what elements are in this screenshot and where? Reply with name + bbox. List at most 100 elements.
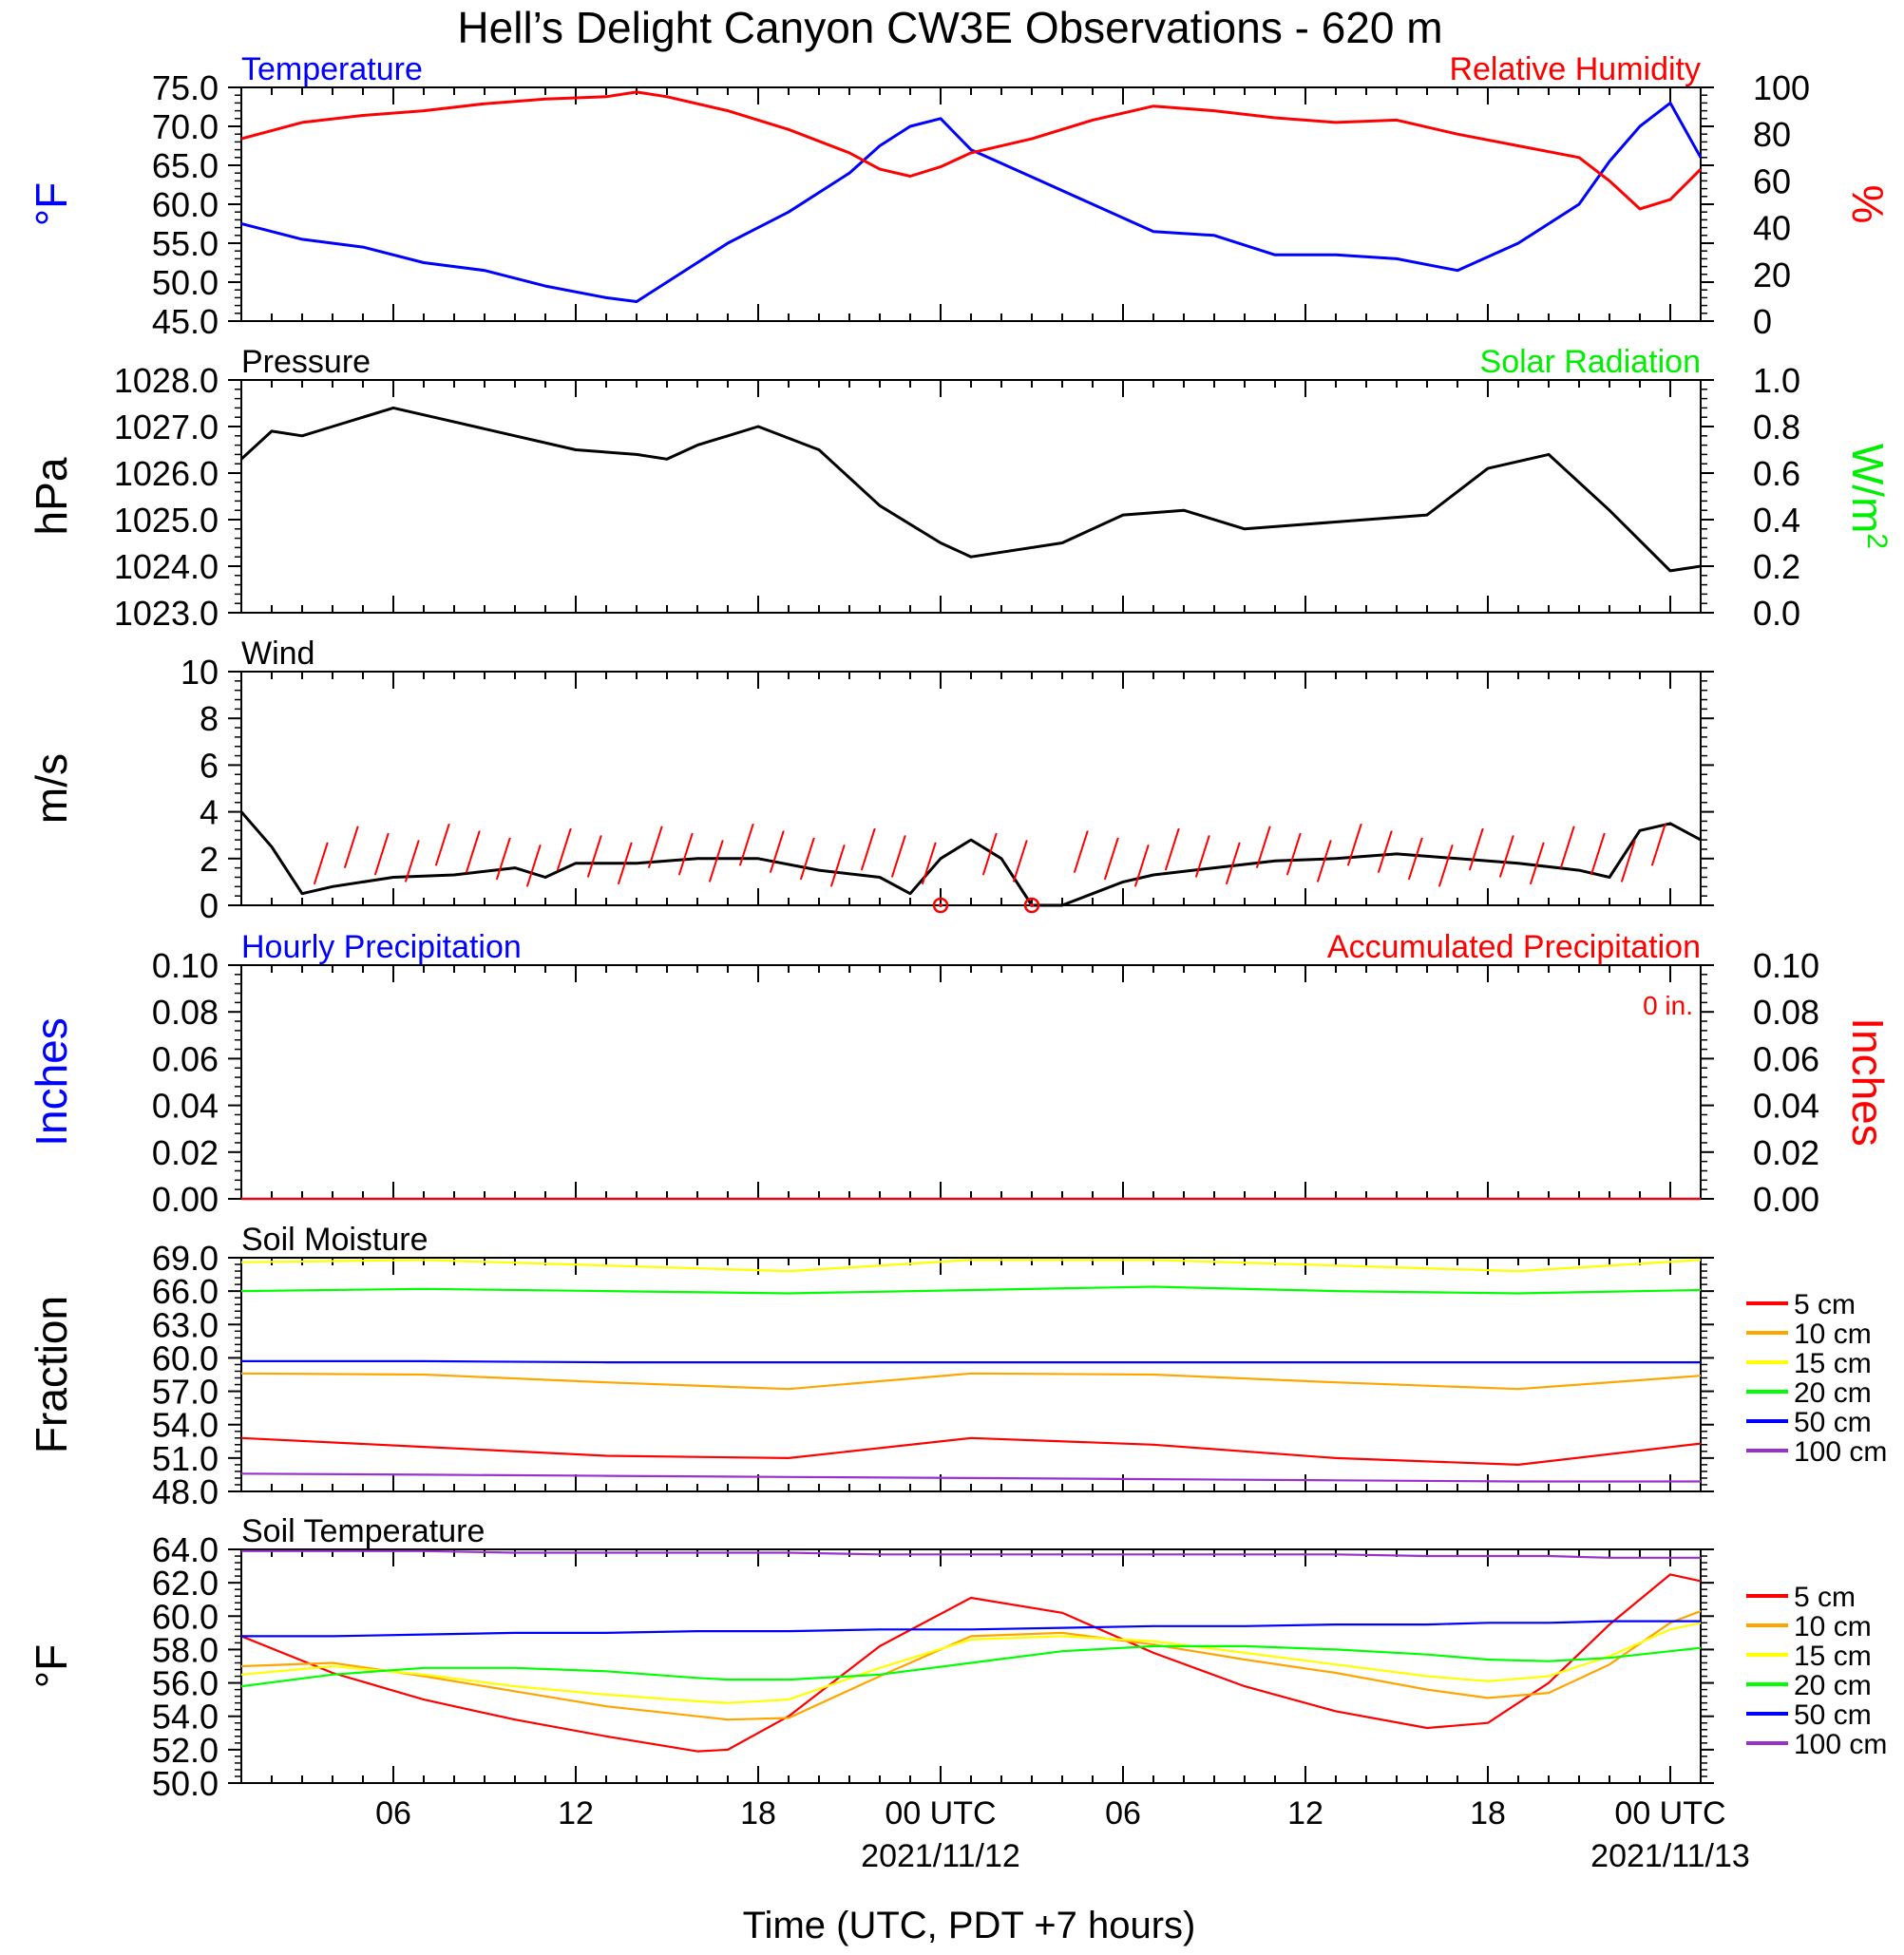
x-tick-label: 00 UTC (1614, 1795, 1725, 1832)
y-right-tick-label: 0.6 (1753, 454, 1800, 493)
y-tick-label: 0.02 (152, 1133, 219, 1172)
y-axis-label-right: % (1843, 185, 1893, 224)
y-tick-label: 51.0 (152, 1439, 219, 1478)
y-axis-label-right: Inches (1843, 1017, 1893, 1147)
x-date-label: 2021/11/13 (1590, 1838, 1750, 1874)
series-line-wind (239, 810, 1702, 907)
y-tick-label: 0.08 (152, 993, 219, 1032)
series-line-temperature (240, 101, 1703, 303)
y-tick-label: 66.0 (152, 1272, 219, 1311)
y-tick-label: 1027.0 (114, 408, 219, 446)
panel-title-left: Soil Temperature (241, 1513, 485, 1549)
y-right-tick-label: 0.02 (1753, 1133, 1819, 1172)
y-tick-label: 50.0 (152, 1764, 219, 1803)
wind-barb (1346, 823, 1362, 866)
wind-barb (1073, 830, 1089, 873)
y-right-tick-label: 0 (1753, 302, 1772, 341)
series-line-5-cm (240, 1573, 1702, 1753)
panel-title-left: Pressure (241, 344, 371, 380)
wind-barb (1285, 832, 1302, 876)
wind-barb (1529, 842, 1545, 885)
wind-barb (556, 827, 572, 871)
wind-barb (799, 837, 815, 881)
y-tick-label: 60.0 (152, 1597, 219, 1636)
x-axis-label: Time (UTC, PDT +7 hours) (743, 1905, 1196, 1946)
y-tick-label: 70.0 (152, 107, 219, 146)
y-tick-label: 0 (200, 886, 219, 925)
y-right-tick-label: 0.06 (1753, 1039, 1819, 1078)
wind-barb (1164, 827, 1180, 871)
x-tick-label: 06 (375, 1795, 411, 1832)
wind-barb (313, 842, 329, 885)
y-axis-label: Fraction (27, 1296, 76, 1453)
wind-barb (404, 840, 420, 883)
wind-barb (525, 845, 542, 887)
figure-title: Hell’s Delight Canyon CW3E Observations … (457, 3, 1442, 52)
y-tick-label: 0.00 (152, 1180, 219, 1219)
y-right-tick-label: 1.0 (1753, 361, 1800, 400)
legend-label: 50 cm (1794, 1699, 1872, 1731)
y-tick-label: 1028.0 (114, 361, 219, 400)
y-tick-label: 57.0 (152, 1373, 219, 1412)
y-tick-label: 6 (200, 746, 219, 785)
panel-5: 69.066.063.060.057.054.051.048.0 Soil Moi… (27, 1222, 1887, 1511)
wind-barb (434, 823, 450, 866)
x-tick-label: 06 (1105, 1795, 1141, 1832)
x-tick-label: 18 (1470, 1795, 1506, 1832)
legend-label: 20 cm (1794, 1377, 1872, 1409)
wind-barb (1133, 845, 1150, 887)
panel-title-left: Temperature (241, 51, 423, 87)
wind-barb (647, 826, 663, 868)
y-tick-label: 55.0 (152, 224, 219, 263)
calm-wind-marker (932, 897, 949, 914)
x-tick-label: 18 (740, 1795, 776, 1832)
wind-barb (1407, 837, 1423, 881)
y-right-tick-label: 100 (1753, 68, 1810, 107)
legend-label: 10 cm (1794, 1611, 1872, 1642)
wind-barb (677, 832, 694, 876)
wind-barb (1468, 827, 1484, 871)
wind-barb (1559, 826, 1575, 868)
wind-barb (465, 830, 481, 873)
panel-4: 0.10 0.08 0.06 0.04 0.02 0.00 0.10 0.08 0.06 0.04… (27, 929, 1893, 1219)
y-tick-label: 63.0 (152, 1305, 219, 1344)
accumulation-annotation: 0 in. (1643, 991, 1693, 1020)
y-right-tick-label: 0.10 (1753, 946, 1819, 985)
y-axis-label: Inches (27, 1017, 76, 1147)
y-axis-label: hPa (27, 457, 76, 535)
y-tick-label: 0.10 (152, 946, 219, 985)
wind-barb (1255, 826, 1271, 868)
wind-barb (1012, 840, 1028, 883)
x-tick-label: 12 (1287, 1795, 1323, 1832)
series-line-relative-humidity (240, 90, 1703, 211)
legend-label: 5 cm (1794, 1289, 1856, 1320)
y-axis-label: °F (27, 1644, 76, 1689)
calm-wind-marker-center (939, 903, 942, 907)
wind-barb (921, 842, 937, 885)
wind-barb (1194, 835, 1210, 878)
legend-label: 100 cm (1794, 1729, 1887, 1760)
series-line-50-cm (241, 1359, 1701, 1364)
y-right-tick-label: 0.08 (1753, 993, 1819, 1032)
y-right-tick-label: 60 (1753, 161, 1791, 200)
y-tick-label: 1023.0 (114, 594, 219, 633)
y-tick-label: 56.0 (152, 1664, 219, 1703)
wind-barb (1225, 842, 1241, 885)
y-tick-label: 60.0 (152, 1338, 219, 1377)
wind-barb (1377, 830, 1393, 873)
wind-barb (586, 835, 602, 878)
panel-title-left: Hourly Precipitation (241, 929, 522, 965)
y-tick-label: 58.0 (152, 1630, 219, 1669)
y-tick-label: 10 (181, 653, 219, 692)
wind-barb (1650, 823, 1666, 866)
wind-barb (343, 826, 359, 868)
wind-barb (1590, 832, 1606, 876)
y-tick-label: 65.0 (152, 146, 219, 185)
panel-title-right: Accumulated Precipitation (1327, 929, 1701, 965)
y-tick-label: 69.0 (152, 1239, 219, 1278)
panel-title-right: Relative Humidity (1449, 51, 1701, 87)
wind-barb (890, 835, 906, 878)
time-axis: 06 12 18 00 UTC 06 12 18 00 UTC 2021/11/12 2021/1… (375, 1795, 1750, 1874)
wind-barb (1620, 840, 1636, 883)
y-tick-label: 8 (200, 699, 219, 738)
